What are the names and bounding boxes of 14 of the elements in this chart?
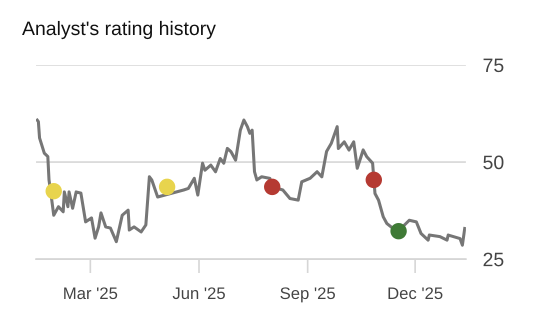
point <box>158 178 176 196</box>
x-tick-label: Mar '25 <box>64 287 118 300</box>
point <box>46 182 62 200</box>
x-tick-label: Sep '25 <box>280 287 335 302</box>
y-tick-label: 25 <box>484 252 504 266</box>
line-series <box>36 118 466 247</box>
point <box>264 178 280 196</box>
point <box>390 222 407 240</box>
y-tick-label: 75 <box>484 58 504 72</box>
y-tick-label: 50 <box>483 156 504 170</box>
chart-title: Analyst's rating history <box>22 20 216 40</box>
x-tick-label: Jun '25 <box>172 287 225 300</box>
point <box>366 172 382 188</box>
x-tick-label: Dec '25 <box>388 287 442 300</box>
